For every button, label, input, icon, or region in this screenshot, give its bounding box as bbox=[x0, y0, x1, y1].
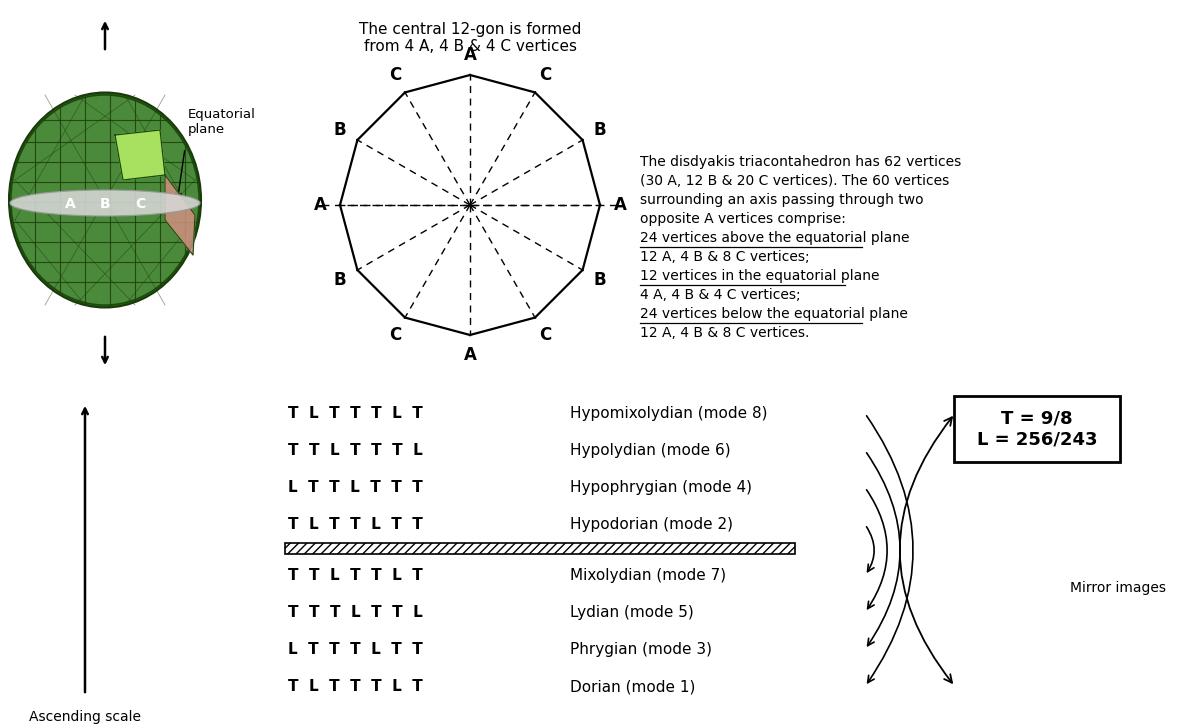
Text: A: A bbox=[613, 196, 626, 214]
Text: T  T  T  L  T  T  L: T T T L T T L bbox=[287, 605, 423, 620]
Text: Mirror images: Mirror images bbox=[1070, 581, 1166, 595]
Text: A: A bbox=[313, 196, 326, 214]
FancyArrowPatch shape bbox=[867, 490, 887, 608]
Text: L  T  T  L  T  T  T: L T T L T T T bbox=[287, 480, 423, 495]
Polygon shape bbox=[166, 175, 195, 255]
FancyArrowPatch shape bbox=[867, 527, 874, 571]
Text: C: C bbox=[389, 326, 401, 344]
Text: Hypomixolydian (mode 8): Hypomixolydian (mode 8) bbox=[570, 406, 767, 421]
Text: 4 A, 4 B & 4 C vertices;: 4 A, 4 B & 4 C vertices; bbox=[640, 288, 800, 302]
Text: T  T  L  T  T  L  T: T T L T T L T bbox=[287, 568, 423, 583]
Text: Hypodorian (mode 2): Hypodorian (mode 2) bbox=[570, 517, 732, 532]
Text: Hypophrygian (mode 4): Hypophrygian (mode 4) bbox=[570, 480, 752, 495]
Text: surrounding an axis passing through two: surrounding an axis passing through two bbox=[640, 193, 924, 207]
Text: 12 vertices in the equatorial plane: 12 vertices in the equatorial plane bbox=[640, 269, 879, 283]
FancyArrowPatch shape bbox=[899, 417, 952, 683]
Text: A: A bbox=[463, 346, 476, 364]
Text: B: B bbox=[100, 197, 111, 211]
FancyArrowPatch shape bbox=[867, 453, 900, 646]
Text: A: A bbox=[463, 46, 476, 64]
Text: A: A bbox=[64, 197, 75, 211]
Text: Equatorial
plane: Equatorial plane bbox=[188, 108, 256, 136]
Text: opposite A vertices comprise:: opposite A vertices comprise: bbox=[640, 212, 846, 226]
Text: C: C bbox=[389, 66, 401, 84]
Text: T  L  T  T  T  L  T: T L T T T L T bbox=[287, 406, 423, 421]
Text: 12 A, 4 B & 8 C vertices;: 12 A, 4 B & 8 C vertices; bbox=[640, 250, 810, 264]
Polygon shape bbox=[116, 130, 166, 180]
Text: Phrygian (mode 3): Phrygian (mode 3) bbox=[570, 642, 712, 657]
Text: C: C bbox=[135, 197, 145, 211]
Text: B: B bbox=[333, 121, 347, 139]
Text: The central 12-gon is formed
from 4 A, 4 B & 4 C vertices: The central 12-gon is formed from 4 A, 4… bbox=[358, 22, 581, 55]
Ellipse shape bbox=[10, 92, 201, 308]
FancyArrowPatch shape bbox=[867, 416, 913, 683]
Text: L  T  T  T  L  T  T: L T T T L T T bbox=[287, 642, 423, 657]
Text: The disdyakis triacontahedron has 62 vertices: The disdyakis triacontahedron has 62 ver… bbox=[640, 155, 961, 169]
Text: (30 A, 12 B & 20 C vertices). The 60 vertices: (30 A, 12 B & 20 C vertices). The 60 ver… bbox=[640, 174, 949, 188]
Ellipse shape bbox=[11, 95, 199, 305]
Text: 24 vertices below the equatorial plane: 24 vertices below the equatorial plane bbox=[640, 307, 908, 321]
Text: B: B bbox=[333, 271, 347, 289]
Text: Lydian (mode 5): Lydian (mode 5) bbox=[570, 605, 693, 620]
Text: T  L  T  T  L  T  T: T L T T L T T bbox=[287, 517, 423, 532]
Text: Dorian (mode 1): Dorian (mode 1) bbox=[570, 679, 696, 694]
Text: B: B bbox=[593, 271, 606, 289]
Text: Hypolydian (mode 6): Hypolydian (mode 6) bbox=[570, 443, 730, 458]
Text: 12 A, 4 B & 8 C vertices.: 12 A, 4 B & 8 C vertices. bbox=[640, 326, 810, 340]
Text: T = 9/8
L = 256/243: T = 9/8 L = 256/243 bbox=[977, 409, 1097, 449]
Ellipse shape bbox=[10, 190, 200, 216]
Text: C: C bbox=[538, 326, 551, 344]
Text: Mixolydian (mode 7): Mixolydian (mode 7) bbox=[570, 568, 727, 583]
Text: 24 vertices above the equatorial plane: 24 vertices above the equatorial plane bbox=[640, 231, 910, 245]
FancyBboxPatch shape bbox=[954, 396, 1120, 462]
Text: Ascending scale: Ascending scale bbox=[29, 710, 141, 724]
Text: T  L  T  T  T  L  T: T L T T T L T bbox=[287, 679, 423, 694]
Text: B: B bbox=[593, 121, 606, 139]
Text: T  T  L  T  T  T  L: T T L T T T L bbox=[287, 443, 423, 458]
Text: C: C bbox=[538, 66, 551, 84]
